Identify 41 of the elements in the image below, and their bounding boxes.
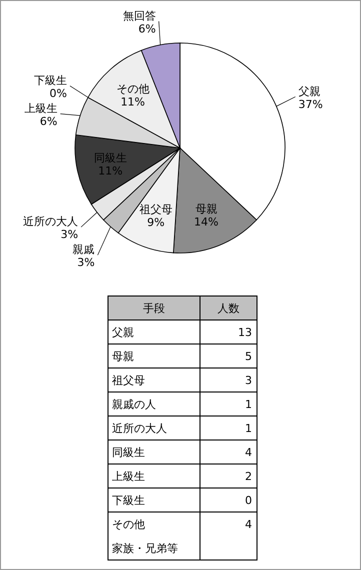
category-label: 上級生 [112, 470, 145, 483]
data-label: 9% [147, 216, 165, 230]
category-label: 下級生 [112, 494, 145, 507]
data-label: 13 [238, 326, 252, 339]
data-label: 14% [194, 215, 219, 228]
category-label: 祖父母 [112, 374, 145, 387]
data-label: 1 [245, 398, 252, 411]
data-label: 5 [245, 350, 252, 363]
data-label: 4 [245, 446, 252, 459]
slice-label: 同級生 [94, 152, 127, 165]
text: 0% [50, 86, 67, 100]
data-label: 3 [245, 374, 252, 387]
category-label: 親戚の人 [112, 398, 156, 411]
slice-label: 母親 [195, 202, 218, 216]
category-label: 同級生 [112, 446, 145, 459]
data-label: 3% [77, 256, 95, 270]
category-label: 母親 [112, 350, 134, 363]
slice-label: 親戚 [72, 243, 95, 256]
data-label: 6% [138, 22, 156, 36]
data-label: 37% [298, 98, 323, 111]
slice-label: 近所の大人 [23, 215, 78, 228]
category-label: 下級生 [34, 74, 67, 87]
category-label: その他 [112, 518, 145, 531]
slice-label: 父親 [298, 84, 320, 98]
slice-label: その他 [116, 82, 150, 96]
data-label: 4 [245, 518, 252, 531]
data-label: 1 [245, 422, 252, 435]
data-label: 0 [245, 494, 252, 507]
text: 人数 [218, 302, 240, 315]
data-label: 11% [98, 164, 123, 178]
category-label: 近所の大人 [112, 422, 167, 435]
slice-label: 無回答 [122, 9, 156, 22]
data-label: 11% [120, 95, 146, 108]
slice-label: 上級生 [24, 102, 58, 115]
data-label: 6% [40, 114, 58, 128]
data-label: 2 [245, 470, 252, 483]
data-label: 3% [60, 228, 78, 242]
category-label: 父親 [112, 326, 134, 339]
text: 家族・兄弟等 [112, 542, 178, 555]
text: 手段 [143, 302, 165, 315]
slice-label: 祖父母 [139, 203, 172, 216]
